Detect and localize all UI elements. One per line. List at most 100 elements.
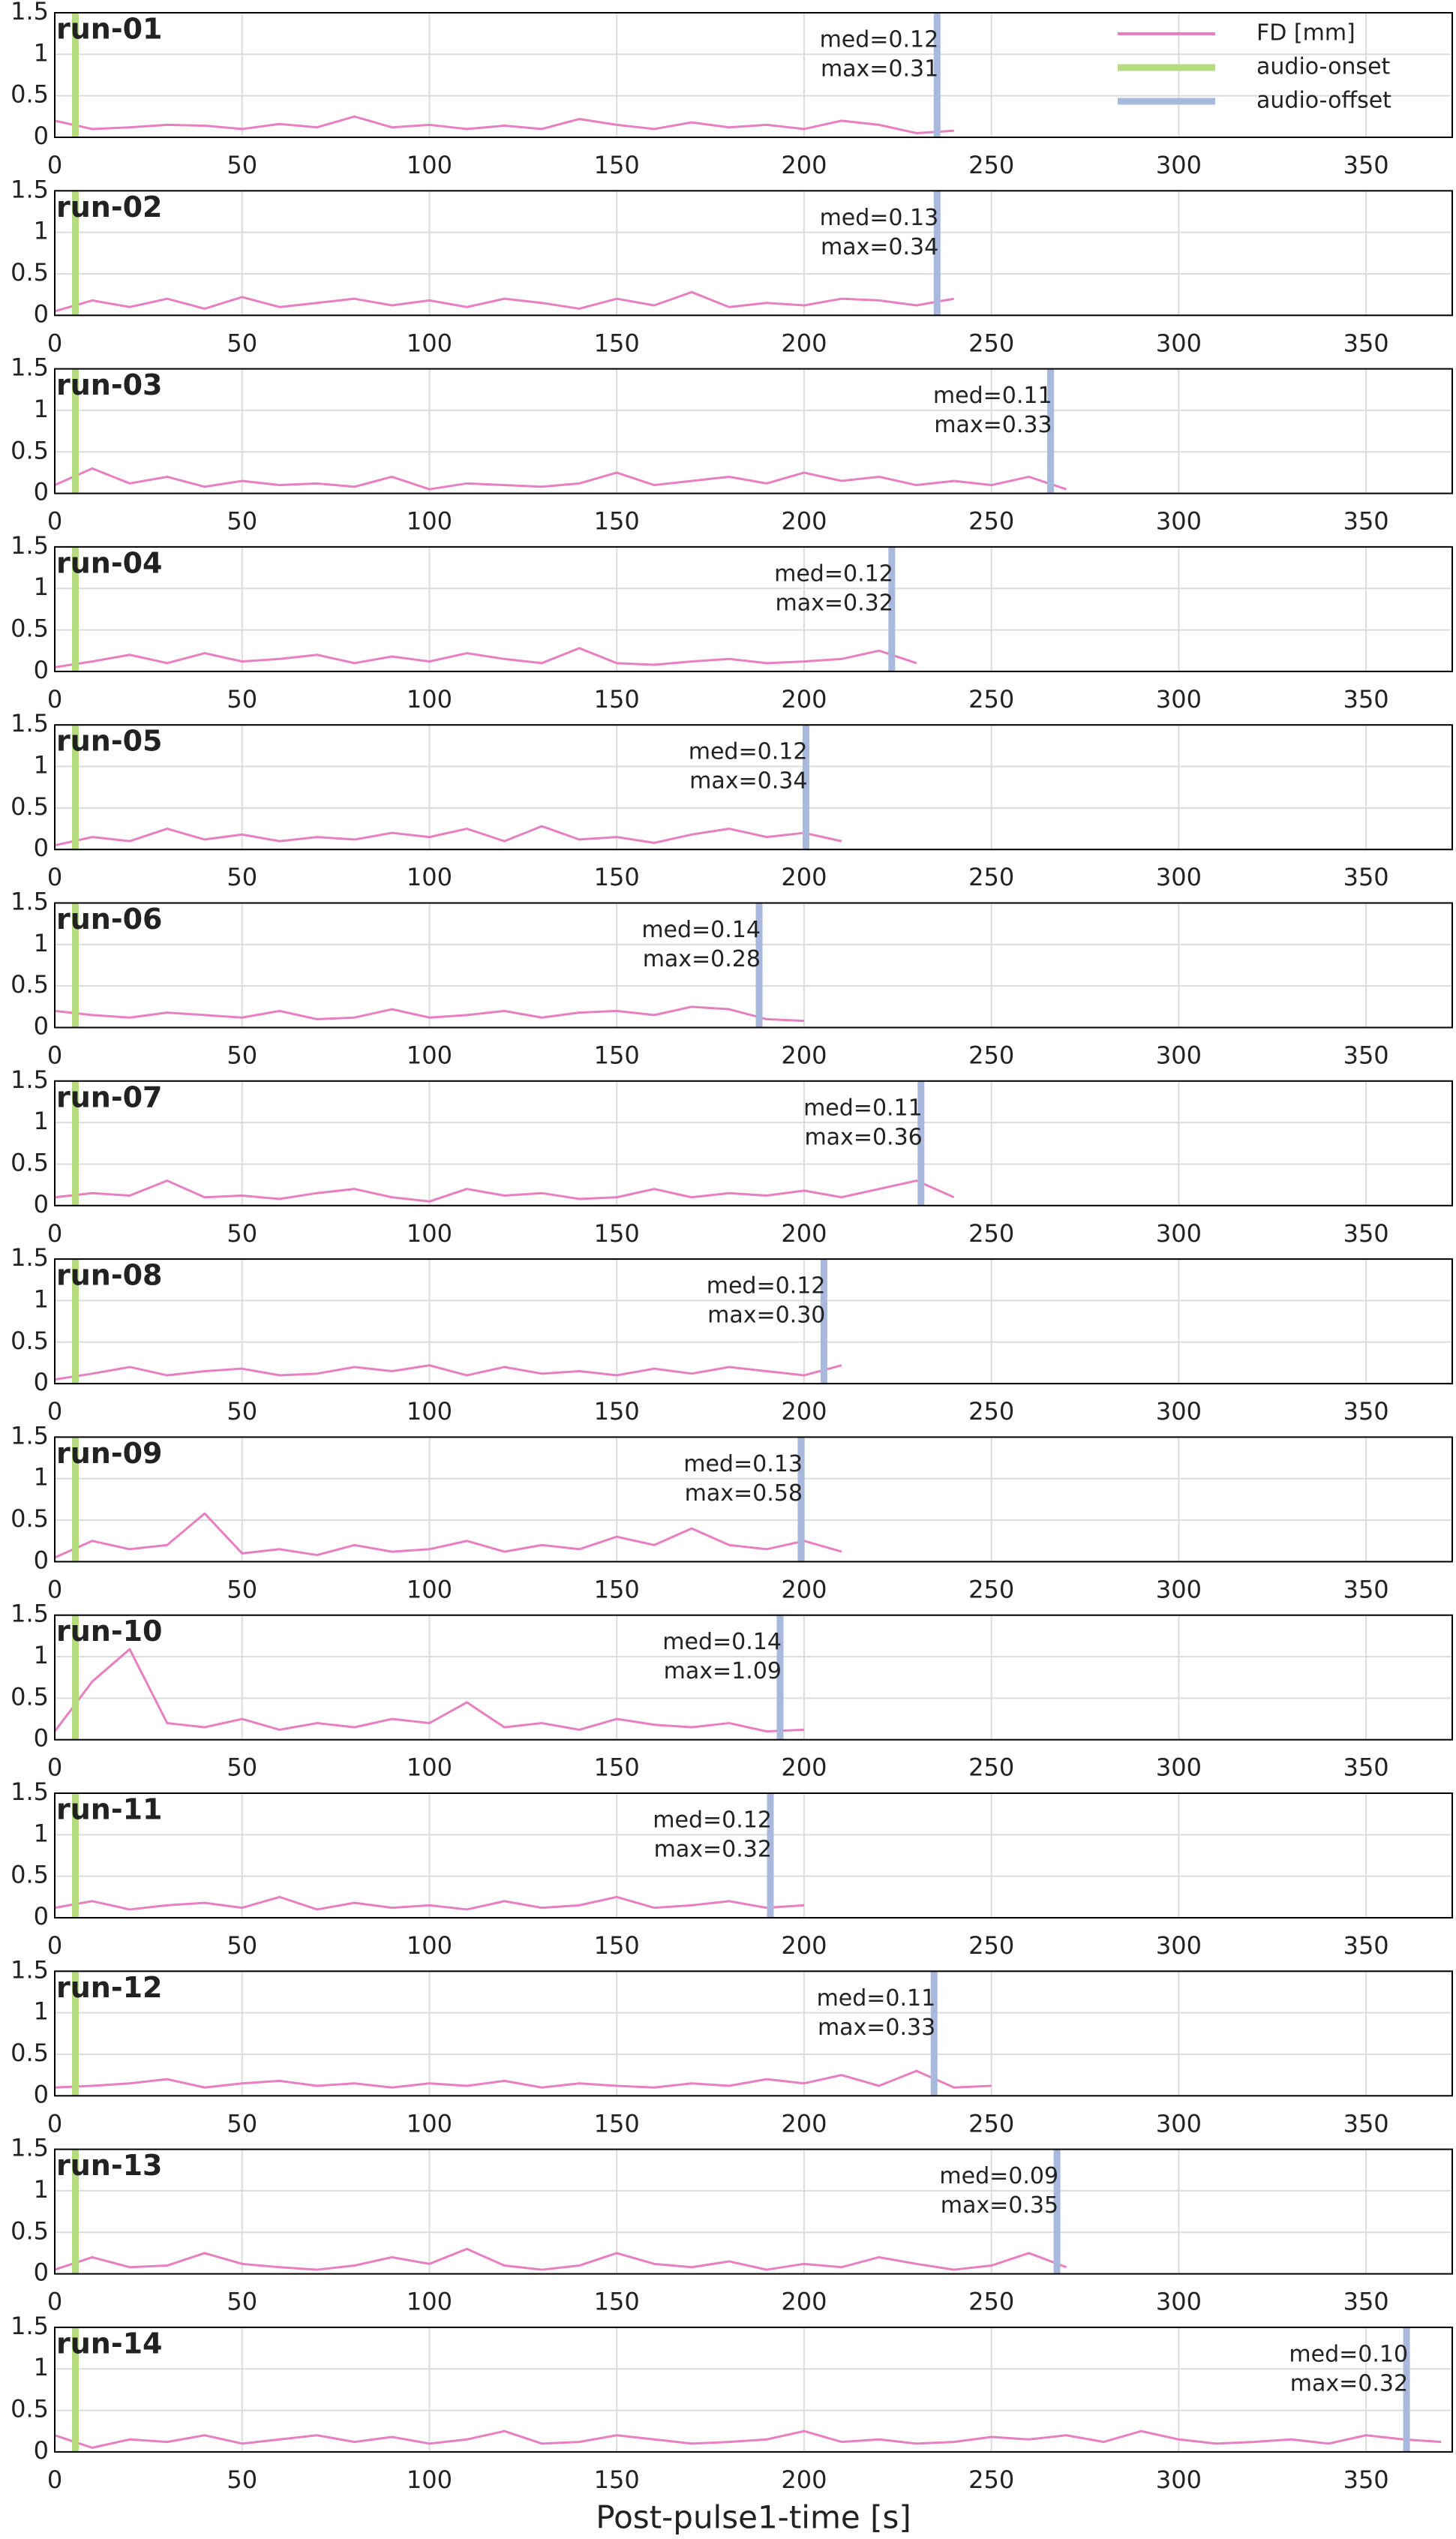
x-tick-label: 350 <box>1343 2465 1389 2494</box>
x-tick-label: 200 <box>781 1041 827 1070</box>
x-tick-label: 200 <box>781 2465 827 2494</box>
axes-frame <box>54 902 1453 1029</box>
x-tick-label: 150 <box>594 2109 640 2138</box>
x-tick-label: 100 <box>407 1575 452 1603</box>
y-tick-label: 1.5 <box>11 709 49 738</box>
y-tick-label: 0.5 <box>11 1682 49 1711</box>
x-tick-label: 100 <box>407 2465 452 2494</box>
plot-area <box>55 1437 1452 1562</box>
subplot-title: run-13 <box>56 2149 163 2182</box>
x-tick-label: 250 <box>968 863 1014 891</box>
subplot-title: run-14 <box>56 2327 163 2360</box>
plot-area <box>55 13 1452 137</box>
x-tick-label: 100 <box>407 507 452 536</box>
x-tick-label: 350 <box>1343 507 1389 536</box>
fd-line <box>54 1512 842 1559</box>
y-tick-label: 0 <box>34 1368 49 1396</box>
plot-area <box>55 368 1452 494</box>
y-tick-label: 1.5 <box>11 353 49 382</box>
y-tick-label: 0 <box>34 299 49 328</box>
axes-frame <box>54 12 1453 138</box>
subplot-title: run-10 <box>56 1615 163 1648</box>
y-tick-label: 1 <box>34 751 49 780</box>
y-tick-label: 0 <box>34 2436 49 2465</box>
subplot-title: run-07 <box>56 1080 163 1113</box>
y-tick-label: 1.5 <box>11 1777 49 1806</box>
x-tick-label: 100 <box>407 863 452 891</box>
plot-area <box>55 725 1452 850</box>
x-tick-label: 250 <box>968 507 1014 536</box>
annotation: med=0.14 <box>662 1629 782 1655</box>
x-tick-label: 200 <box>781 1931 827 1960</box>
subplot-title: run-06 <box>56 903 163 936</box>
y-tick-label: 0 <box>34 1012 49 1041</box>
axes-frame <box>54 2326 1453 2453</box>
x-tick-label: 50 <box>227 2288 257 2316</box>
plot-area <box>55 546 1452 672</box>
fd-line <box>53 1648 804 1733</box>
y-tick-label: 1.5 <box>11 888 49 916</box>
plot-area <box>55 1615 1452 1740</box>
annotation: med=0.12 <box>689 739 808 765</box>
fd-line <box>54 2247 1067 2271</box>
x-tick-label: 350 <box>1343 1931 1389 1960</box>
y-tick-label: 0 <box>34 834 49 862</box>
x-tick-label: 350 <box>1343 1219 1389 1248</box>
fd-line <box>54 1895 805 1911</box>
plot-area <box>55 1793 1452 1918</box>
axes-frame <box>54 2148 1453 2275</box>
y-tick-label: 0.5 <box>11 970 49 999</box>
plot-area <box>55 1080 1452 1206</box>
annotation: max=0.32 <box>776 590 893 616</box>
y-tick-label: 0.5 <box>11 2395 49 2423</box>
x-tick-label: 150 <box>594 1575 640 1603</box>
x-tick-label: 50 <box>227 1753 257 1782</box>
annotation: max=0.35 <box>941 2192 1058 2219</box>
x-tick-label: 100 <box>407 1931 452 1960</box>
y-tick-label: 1 <box>34 929 49 957</box>
y-tick-label: 0.5 <box>11 1148 49 1176</box>
x-tick-label: 350 <box>1343 1575 1389 1603</box>
y-tick-label: 0.5 <box>11 1327 49 1355</box>
x-tick-label: 0 <box>47 329 62 357</box>
x-tick-label: 100 <box>407 685 452 714</box>
y-tick-label: 1 <box>34 1641 49 1669</box>
subplot-title: run-09 <box>56 1437 163 1470</box>
y-tick-label: 0.5 <box>11 2216 49 2245</box>
plot-area <box>55 2327 1452 2452</box>
x-tick-label: 250 <box>968 2288 1014 2316</box>
x-tick-label: 0 <box>47 1397 62 1426</box>
fd-line <box>54 825 842 847</box>
axes-frame <box>54 1970 1453 2097</box>
x-tick-label: 300 <box>1156 1931 1202 1960</box>
x-tick-label: 100 <box>407 1397 452 1426</box>
x-tick-label: 0 <box>47 1753 62 1782</box>
plot-area <box>55 2149 1452 2274</box>
plot-area <box>55 191 1452 316</box>
x-tick-label: 0 <box>47 2465 62 2494</box>
plot-area <box>55 1971 1452 2096</box>
y-tick-label: 1.5 <box>11 1421 49 1450</box>
x-tick-label: 250 <box>968 329 1014 357</box>
y-tick-label: 1 <box>34 2175 49 2204</box>
x-tick-label: 0 <box>47 2288 62 2316</box>
x-tick-label: 50 <box>227 1397 257 1426</box>
x-tick-label: 50 <box>227 151 257 179</box>
axes-frame <box>54 1792 1453 1919</box>
subplot-title: run-04 <box>56 546 163 579</box>
x-tick-label: 250 <box>968 1575 1014 1603</box>
plot-area <box>55 1259 1452 1384</box>
y-tick-label: 1 <box>34 1107 49 1135</box>
x-tick-label: 300 <box>1156 2465 1202 2494</box>
x-tick-label: 250 <box>968 1931 1014 1960</box>
y-tick-label: 0 <box>34 656 49 684</box>
x-tick-label: 350 <box>1343 2288 1389 2316</box>
fd-line <box>54 290 954 313</box>
y-tick-label: 1.5 <box>11 2134 49 2162</box>
axes-frame <box>54 1258 1453 1385</box>
subplot-title: run-02 <box>56 191 163 224</box>
